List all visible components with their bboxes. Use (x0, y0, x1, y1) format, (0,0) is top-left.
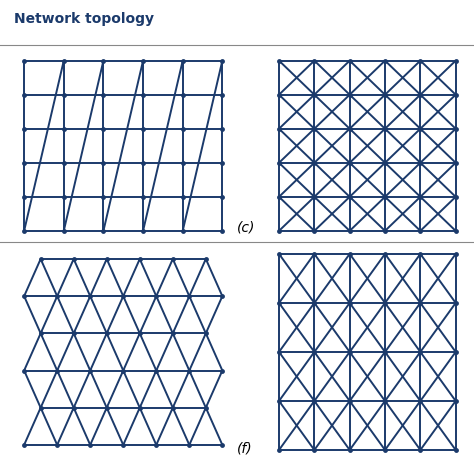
Text: Network topology: Network topology (14, 12, 154, 26)
Text: (c): (c) (237, 220, 255, 235)
Text: (f): (f) (237, 441, 253, 455)
